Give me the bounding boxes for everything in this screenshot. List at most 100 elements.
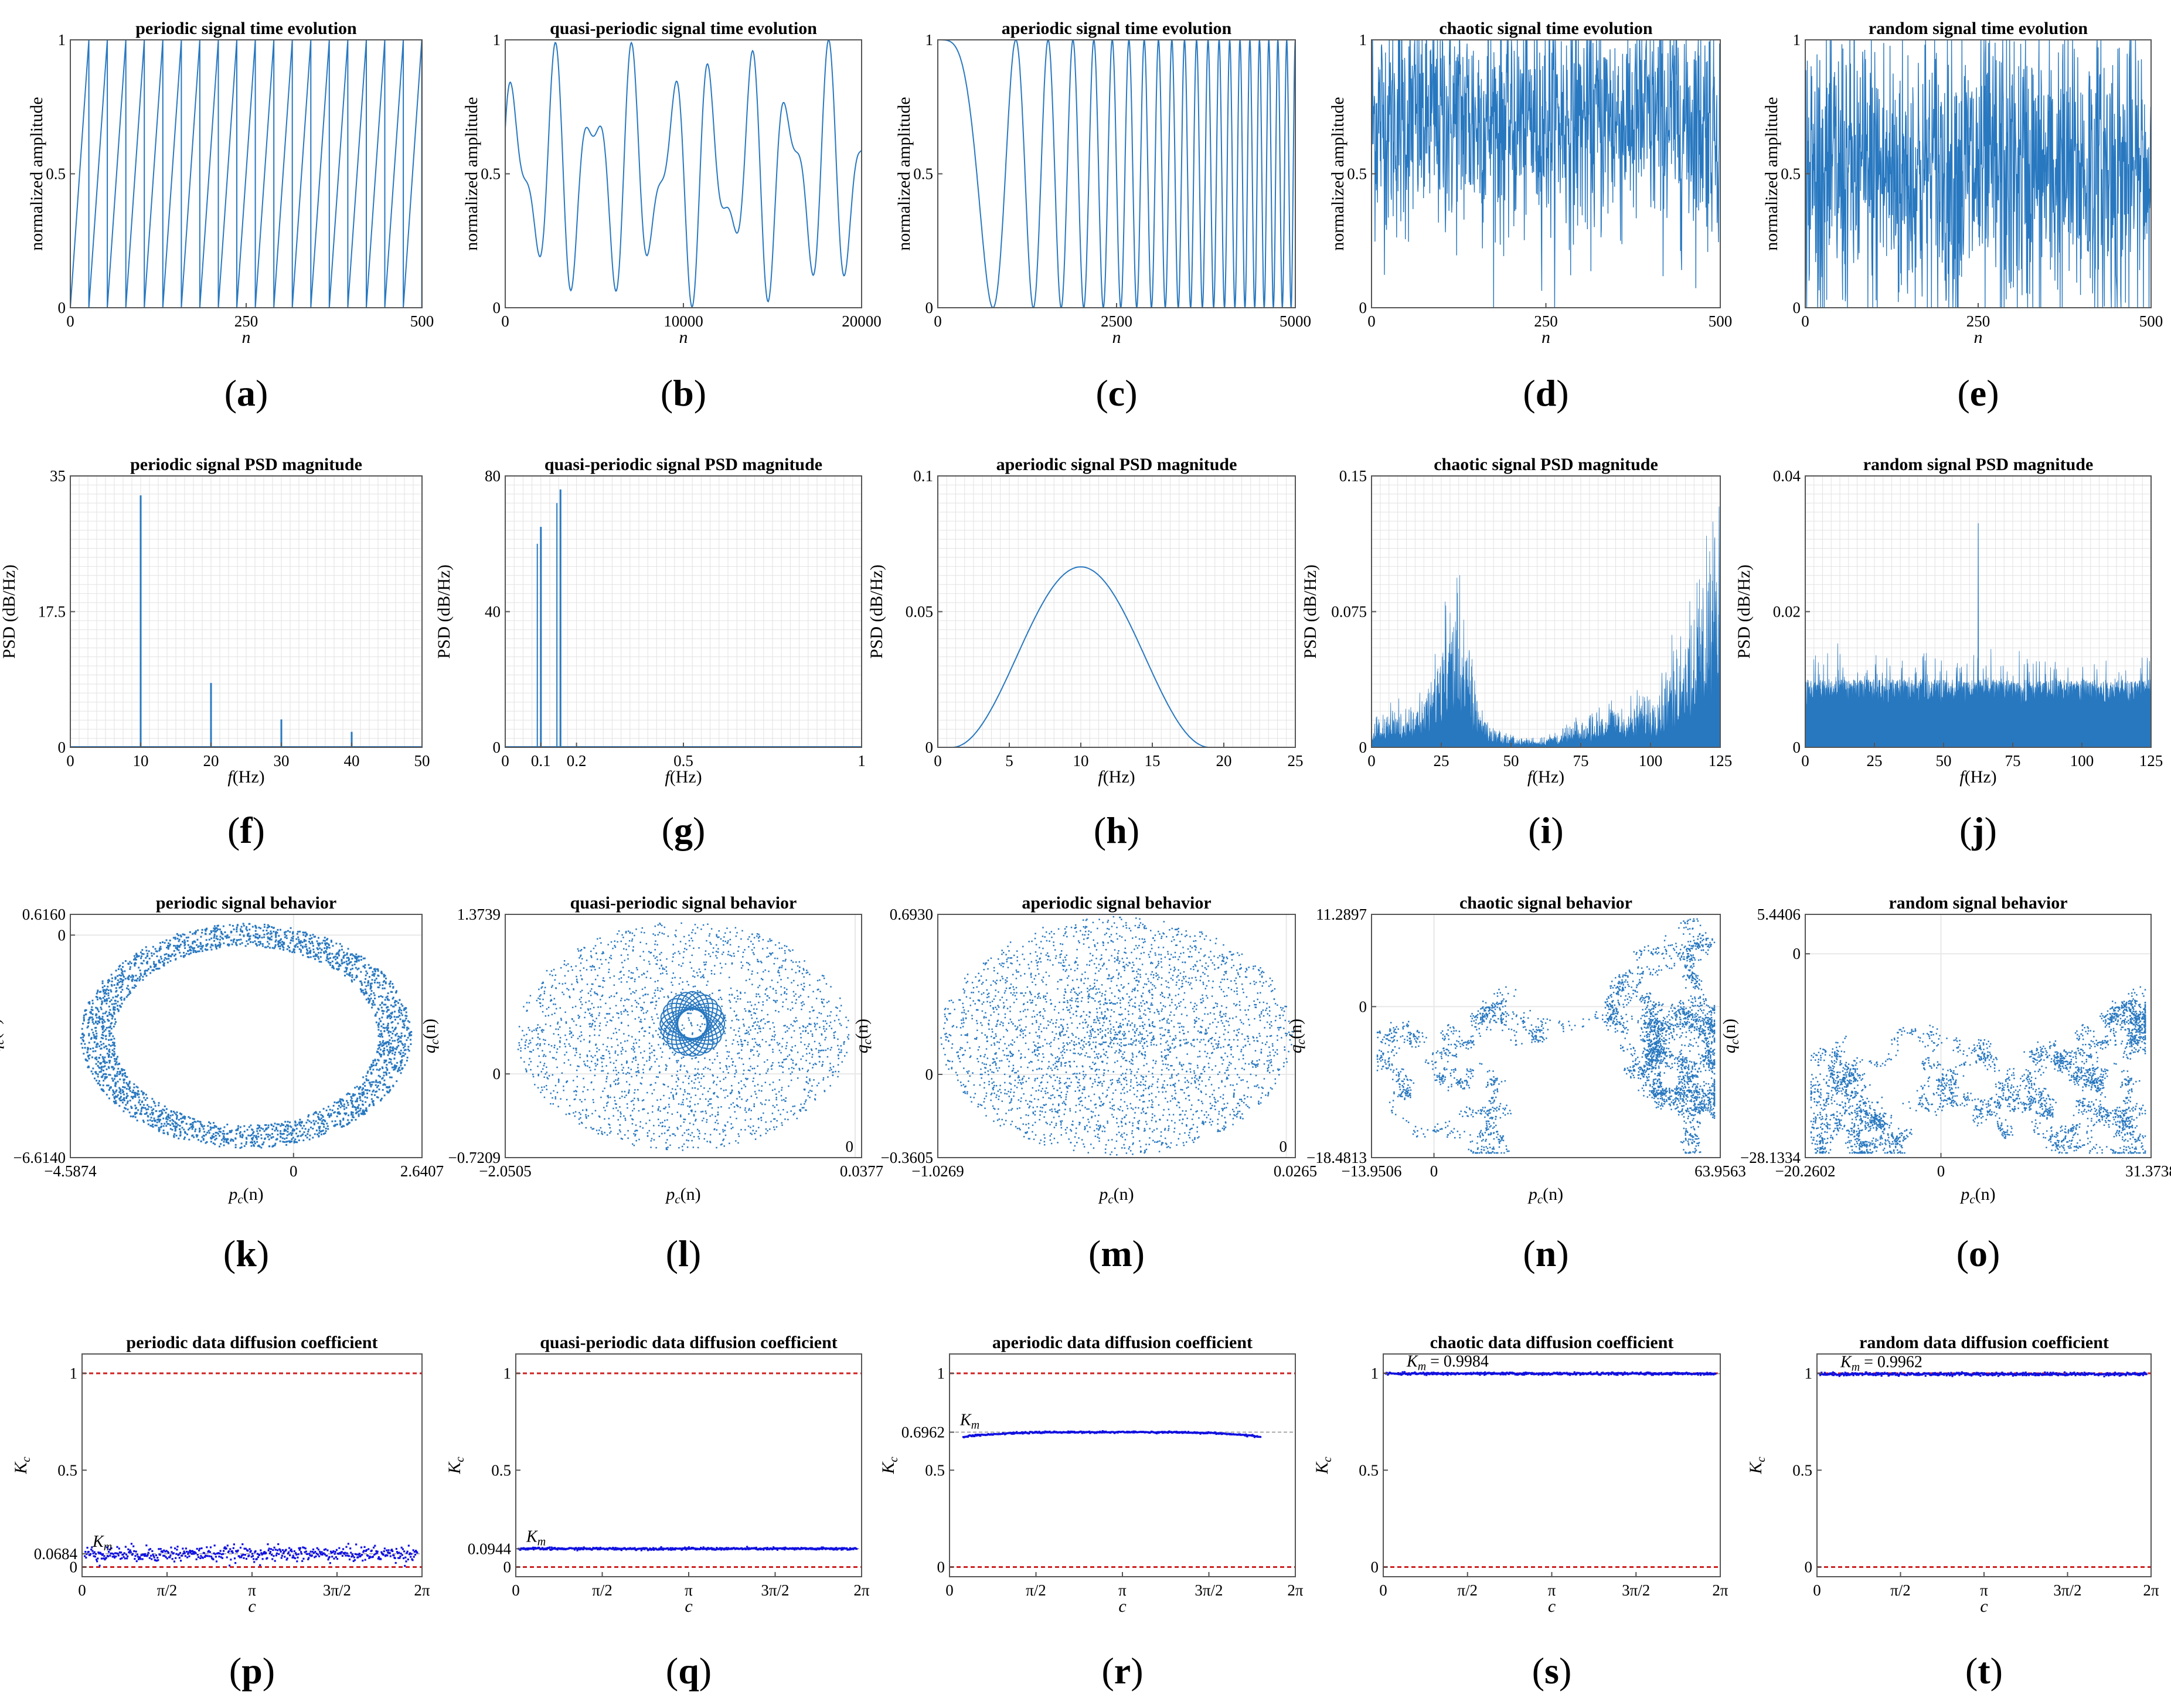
scatter-point bbox=[678, 1078, 679, 1081]
scatter-point bbox=[285, 1144, 288, 1146]
scatter-point bbox=[210, 948, 213, 951]
scatter-point bbox=[175, 1134, 178, 1137]
scatter-point bbox=[697, 1103, 699, 1105]
scatter-point bbox=[341, 1126, 343, 1128]
scatter-point bbox=[806, 1076, 808, 1078]
scatter-point bbox=[147, 1115, 149, 1118]
scatter-point bbox=[318, 1118, 320, 1120]
scatter-point bbox=[383, 1047, 386, 1050]
scatter-point bbox=[730, 987, 732, 989]
scatter-point bbox=[147, 1120, 149, 1122]
scatter-point bbox=[600, 999, 601, 1001]
scatter-point bbox=[274, 1129, 276, 1132]
scatter-point bbox=[321, 1114, 324, 1117]
scatter-point bbox=[312, 948, 315, 951]
scatter-point bbox=[285, 931, 287, 933]
scatter-point bbox=[690, 1012, 692, 1015]
scatter-point bbox=[169, 1114, 172, 1117]
scatter-point bbox=[762, 938, 764, 941]
scatter-point bbox=[287, 1128, 289, 1130]
scatter-point bbox=[120, 1092, 122, 1094]
scatter-point bbox=[800, 1103, 802, 1105]
scatter-point bbox=[307, 956, 309, 958]
scatter-point bbox=[398, 1011, 400, 1013]
scatter-point bbox=[370, 982, 373, 985]
scatter-point bbox=[622, 967, 624, 968]
scatter-point bbox=[848, 1034, 850, 1036]
scatter-point bbox=[219, 928, 221, 931]
scatter-point bbox=[218, 1130, 220, 1132]
scatter-point bbox=[292, 1137, 294, 1139]
scatter-point bbox=[654, 1049, 655, 1052]
scatter-point bbox=[673, 1133, 675, 1135]
x-tick-label: 10 bbox=[1073, 752, 1089, 770]
scatter-point bbox=[644, 1030, 646, 1032]
scatter-point bbox=[625, 932, 627, 934]
scatter-point bbox=[257, 1124, 259, 1127]
scatter-point bbox=[643, 972, 645, 974]
scatter-point bbox=[381, 1045, 383, 1047]
scatter-point bbox=[401, 1056, 403, 1058]
scatter-point bbox=[100, 1069, 103, 1071]
scatter-point bbox=[236, 939, 238, 941]
scatter-point bbox=[741, 1098, 743, 1100]
scatter-point bbox=[125, 1095, 128, 1098]
scatter-point bbox=[549, 1025, 552, 1027]
scatter-point bbox=[125, 996, 128, 998]
scatter-point bbox=[606, 1134, 608, 1136]
scatter-point bbox=[563, 994, 565, 995]
scatter-point bbox=[383, 980, 386, 982]
scatter-point bbox=[302, 1133, 304, 1135]
scatter-point bbox=[709, 933, 711, 935]
scatter-point bbox=[236, 1132, 238, 1135]
scatter-point bbox=[122, 1091, 124, 1094]
scatter-point bbox=[112, 1089, 114, 1091]
scatter-point bbox=[239, 1126, 241, 1128]
scatter-point bbox=[197, 929, 199, 931]
scatter-point bbox=[358, 1113, 360, 1115]
scatter-point bbox=[654, 989, 656, 991]
scatter-point bbox=[361, 1103, 363, 1105]
scatter-point bbox=[700, 1015, 702, 1017]
scatter-point bbox=[218, 944, 220, 946]
scatter-point bbox=[591, 1128, 593, 1130]
scatter-point bbox=[800, 1037, 802, 1039]
scatter-point bbox=[137, 1086, 139, 1088]
scatter-point bbox=[186, 940, 189, 942]
scatter-point bbox=[213, 925, 216, 927]
scatter-point bbox=[724, 1015, 726, 1016]
scatter-point bbox=[342, 1125, 344, 1127]
scatter-point bbox=[220, 931, 222, 933]
scatter-point bbox=[376, 982, 379, 984]
scatter-point bbox=[765, 1072, 767, 1074]
scatter-point bbox=[291, 1132, 294, 1134]
scatter-point bbox=[275, 1127, 277, 1129]
scatter-point bbox=[604, 1087, 605, 1090]
scatter-point bbox=[303, 931, 305, 934]
scatter-point bbox=[350, 1095, 352, 1098]
scatter-point bbox=[825, 1049, 827, 1052]
scatter-point bbox=[362, 992, 365, 994]
scatter-point bbox=[123, 1093, 125, 1095]
scatter-point bbox=[373, 981, 376, 984]
scatter-point bbox=[201, 1136, 203, 1138]
scatter-point bbox=[359, 1095, 361, 1098]
scatter-point bbox=[662, 1043, 665, 1046]
scatter-point bbox=[822, 1061, 824, 1063]
scatter-point bbox=[338, 951, 340, 953]
scatter-point bbox=[141, 955, 143, 958]
scatter-point bbox=[377, 1059, 379, 1061]
scatter-point bbox=[775, 1097, 778, 1098]
scatter-point bbox=[131, 1096, 134, 1098]
scatter-point bbox=[692, 1146, 695, 1148]
scatter-point bbox=[101, 1018, 104, 1020]
scatter-point bbox=[574, 1090, 577, 1092]
scatter-point bbox=[345, 1107, 348, 1109]
scatter-point bbox=[554, 1098, 557, 1100]
scatter-point bbox=[642, 951, 644, 952]
scatter-point bbox=[144, 1099, 147, 1101]
scatter-point bbox=[95, 1013, 97, 1015]
scatter-point bbox=[105, 1045, 107, 1047]
scatter-point bbox=[123, 1099, 125, 1101]
scatter-point bbox=[117, 968, 120, 971]
